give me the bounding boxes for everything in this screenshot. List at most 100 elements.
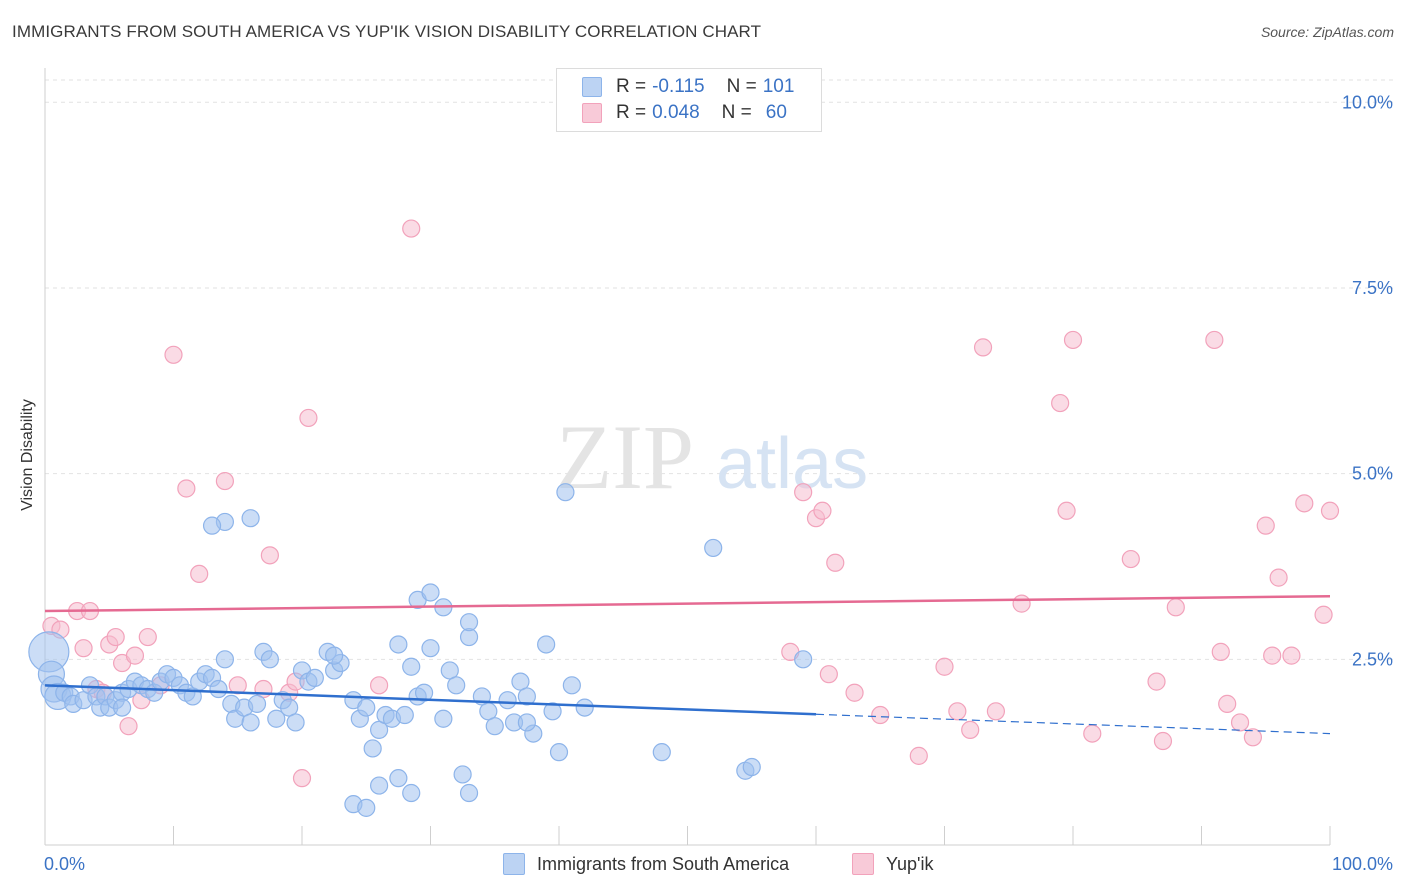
yupik-point — [948, 702, 967, 721]
y-tick-label: 2.5% — [1352, 649, 1393, 669]
south-america-point — [202, 516, 222, 535]
south-america-point — [652, 743, 671, 762]
south-america-point — [562, 676, 581, 695]
yupik-point — [164, 345, 183, 364]
south-america-point — [447, 676, 466, 695]
legend-swatch-yupik — [582, 103, 602, 123]
south-america-point — [575, 698, 594, 717]
yupik-trend-line — [44, 594, 1331, 613]
south-america-point — [325, 646, 344, 665]
yupik-point — [1314, 605, 1333, 624]
yupik-point — [819, 665, 838, 684]
trend-lines — [44, 594, 1331, 735]
south-america-point — [794, 650, 813, 669]
south-america-point — [402, 783, 421, 803]
bottom-legend-label-south-america: Immigrants from South America — [537, 853, 790, 874]
legend-n-value: 101 — [762, 76, 795, 97]
yupik-point — [1205, 330, 1224, 350]
grid-lines — [45, 79, 1395, 660]
legend-r-value: 0.048 — [652, 102, 700, 123]
chart-title: IMMIGRANTS FROM SOUTH AMERICA VS YUP'IK … — [12, 22, 762, 41]
legend-row-south-america: R = -0.115 N = 101 — [582, 75, 794, 99]
yupik-point — [119, 717, 138, 736]
yupik-point — [973, 338, 993, 357]
yupik-point — [215, 471, 234, 491]
yupik-point — [826, 553, 845, 572]
legend-n-key: N = — [726, 76, 757, 97]
south-america-point — [305, 668, 324, 687]
south-america-trend-line — [44, 684, 817, 716]
yupik-point — [794, 483, 813, 502]
yupik-point — [370, 676, 389, 695]
yupik-point — [1051, 393, 1070, 413]
south-america-trend-extension — [815, 713, 1331, 735]
yupik-point — [935, 657, 954, 676]
south-america-point — [395, 705, 414, 725]
south-america-point — [742, 757, 761, 777]
bottom-legend-south-america: Immigrants from South America — [503, 852, 789, 876]
south-america-point — [402, 657, 421, 676]
south-america-point — [357, 698, 376, 717]
yupik-point — [1269, 568, 1288, 587]
yupik-point — [909, 746, 928, 765]
yupik-point — [190, 564, 209, 584]
yupik-point — [1256, 516, 1275, 535]
south-america-point — [260, 650, 279, 669]
yupik-point — [1243, 728, 1263, 747]
south-america-point — [241, 509, 260, 528]
south-america-point — [517, 687, 536, 706]
yupik-point — [1218, 694, 1237, 713]
yupik-point — [1057, 501, 1076, 520]
legend-r-key: R = — [616, 76, 647, 97]
correlation-legend: R = -0.115 N = 101 R = 0.048 N = 60 — [556, 68, 822, 132]
yupik-point — [138, 627, 157, 647]
bottom-legend-swatch-yupik — [852, 853, 874, 875]
legend-n-key: N = — [721, 102, 752, 123]
source-label: Source: ZipAtlas.com — [1260, 24, 1394, 40]
south-america-point — [556, 483, 575, 502]
series-south-america-points — [28, 483, 813, 817]
yupik-point — [260, 546, 279, 565]
yupik-point — [125, 646, 145, 665]
south-america-point — [370, 776, 389, 795]
yupik-point — [402, 219, 421, 238]
south-america-point — [485, 717, 504, 736]
yupik-point — [228, 676, 247, 695]
yupik-point — [1063, 330, 1083, 350]
watermark: ZIP atlas — [556, 406, 868, 508]
south-america-point — [543, 702, 562, 721]
legend-swatch-south-america — [582, 77, 602, 97]
south-america-point — [498, 691, 517, 710]
yupik-point — [845, 683, 864, 702]
yupik-point — [871, 705, 890, 725]
bottom-legend-label-yupik: Yup'ik — [886, 853, 934, 874]
legend-r-key: R = — [616, 102, 647, 123]
south-america-point — [421, 583, 440, 602]
series-yupik-points — [42, 219, 1340, 788]
y-tick-label: 7.5% — [1352, 278, 1393, 298]
yupik-point — [1147, 672, 1166, 691]
south-america-point — [363, 739, 382, 758]
yupik-point — [177, 479, 196, 498]
yupik-point — [1320, 501, 1340, 520]
yupik-point — [1166, 598, 1185, 617]
south-america-point — [537, 635, 556, 654]
yupik-point — [1012, 594, 1031, 613]
yupik-point — [106, 627, 125, 647]
y-tick-label: 5.0% — [1352, 464, 1393, 484]
south-america-point — [209, 679, 228, 699]
watermark-atlas: atlas — [716, 424, 868, 504]
bottom-legend-yupik: Yup'ik — [852, 852, 933, 876]
south-america-point — [434, 709, 453, 728]
yupik-point — [1153, 731, 1173, 751]
yupik-point — [1121, 549, 1140, 569]
yupik-point — [1295, 494, 1314, 513]
axes — [44, 68, 1331, 846]
south-america-point — [421, 639, 440, 658]
yupik-point — [1211, 642, 1230, 661]
south-america-point — [286, 713, 305, 732]
x-tick-label: 0.0% — [44, 854, 85, 874]
south-america-point — [459, 613, 479, 632]
yupik-point — [1282, 646, 1301, 665]
